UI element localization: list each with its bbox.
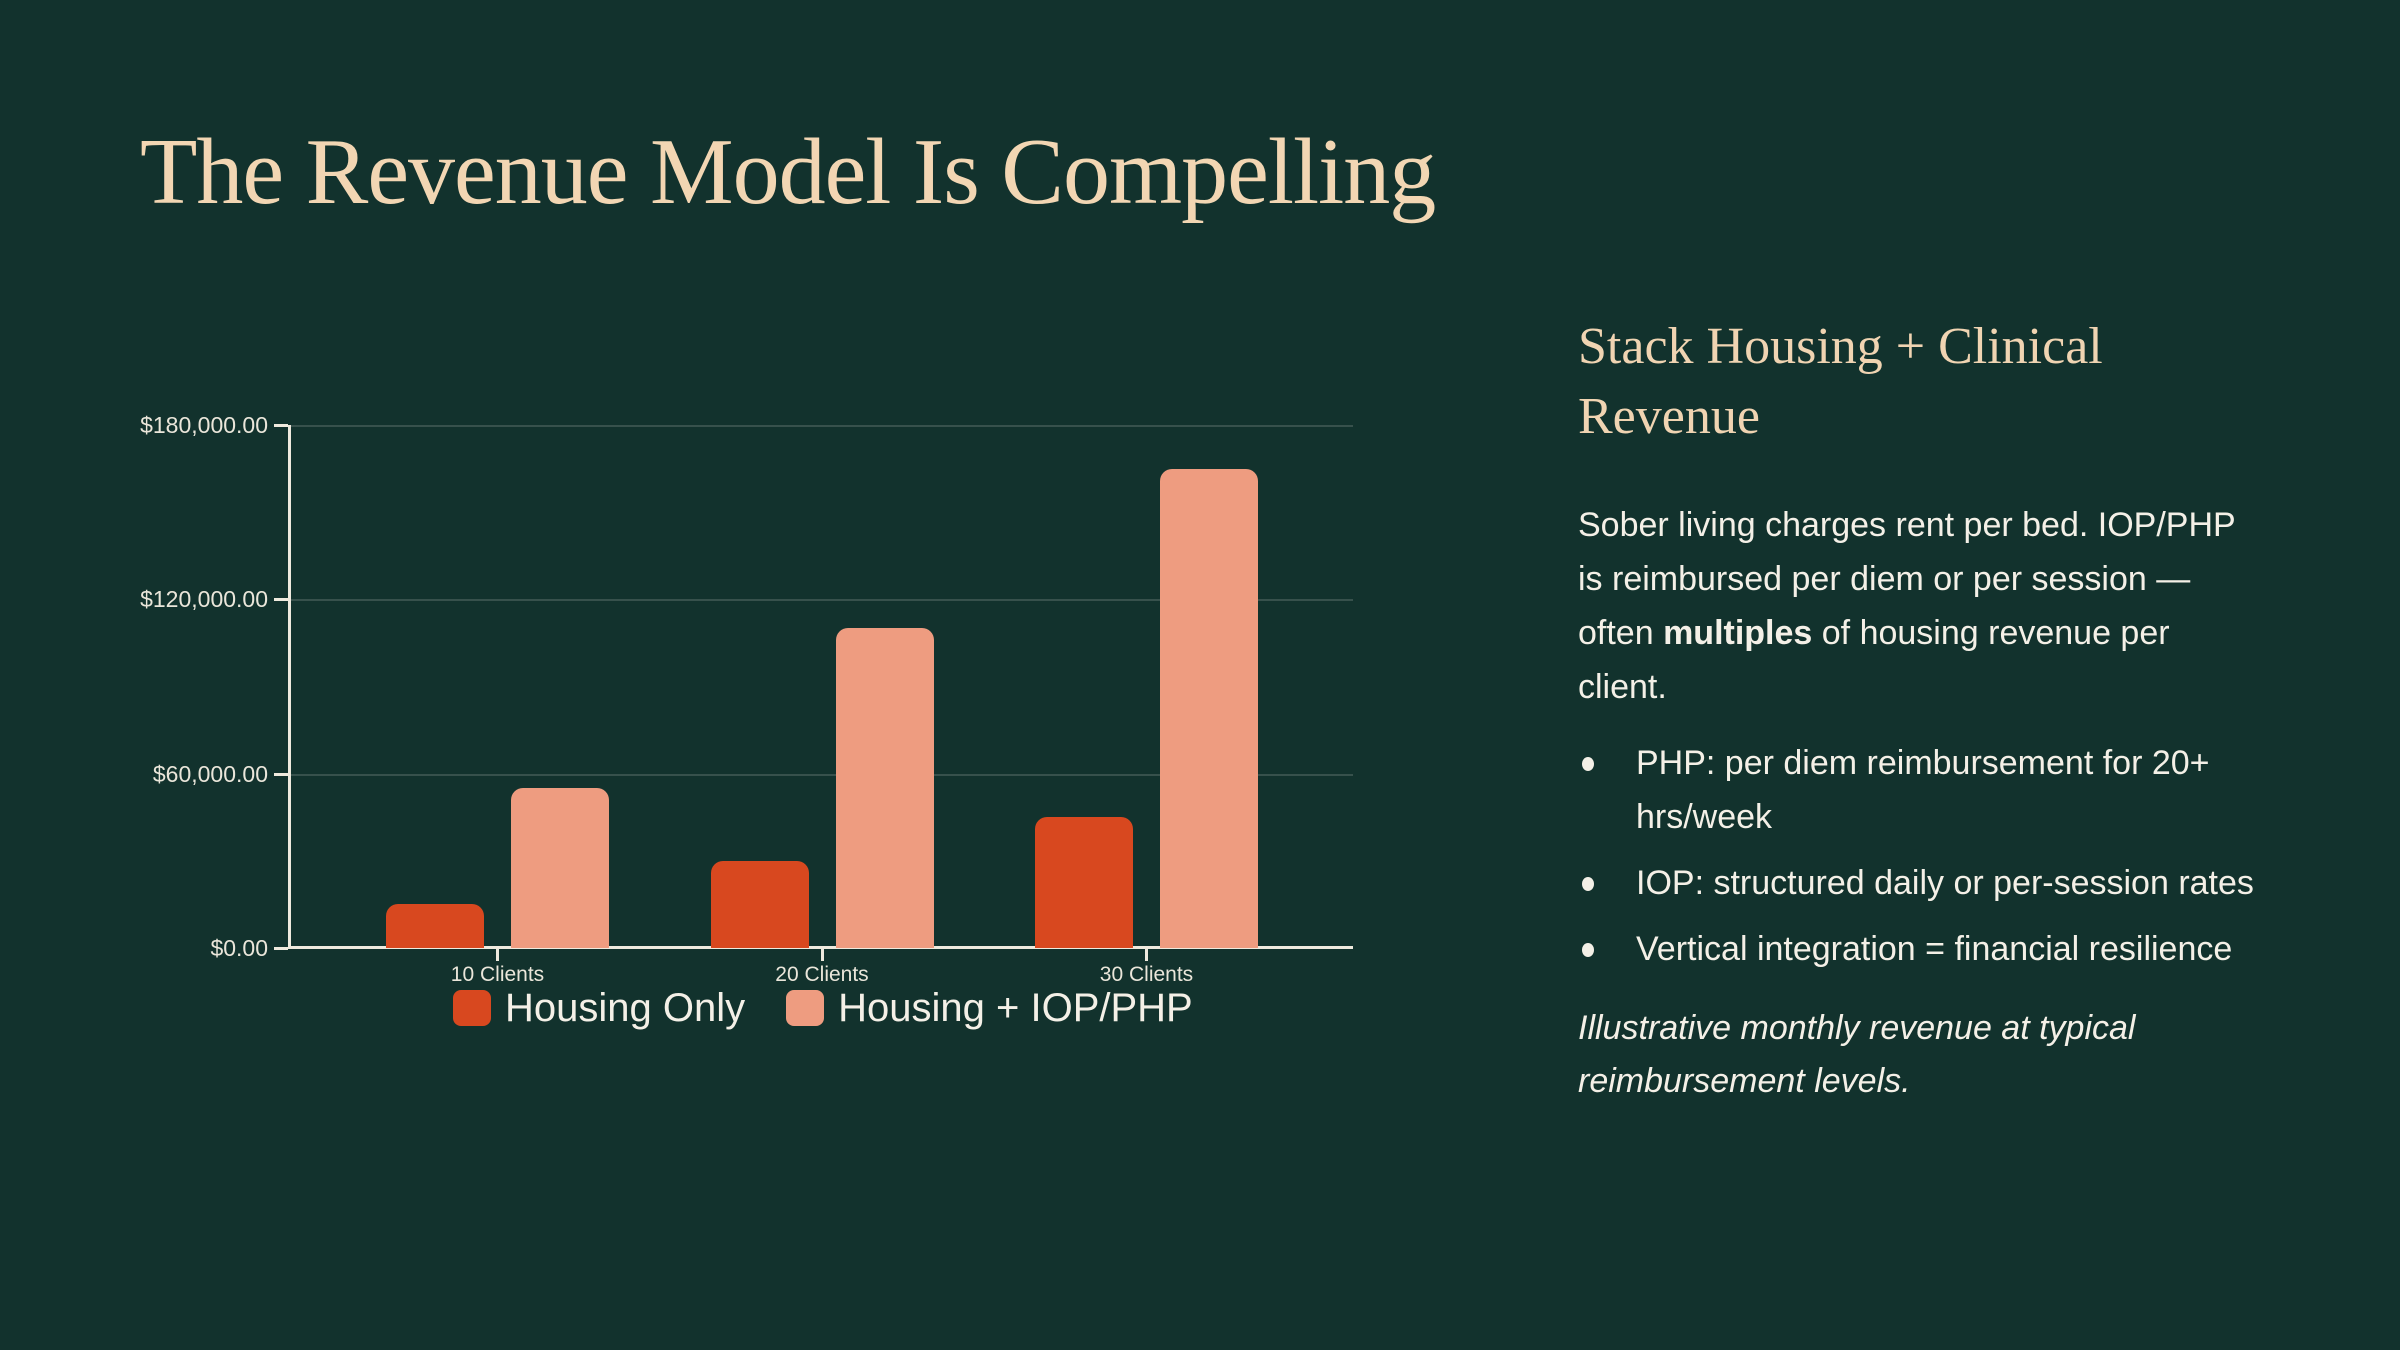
legend-item-housing-only: Housing Only: [453, 980, 745, 1036]
y-axis-line: [288, 425, 291, 948]
legend-item-housing-iop-php: Housing + IOP/PHP: [786, 980, 1193, 1036]
gridline-120-000-00: [288, 599, 1353, 602]
y-tick-label-120-000-00: $120,000.00: [140, 586, 268, 613]
legend-label-housing-iop-php: Housing + IOP/PHP: [838, 986, 1193, 1030]
y-tick-120-000-00: [274, 598, 288, 602]
panel-heading: Stack Housing + Clinical Revenue: [1578, 318, 2103, 445]
y-tick-label-60-000-00: $60,000.00: [152, 760, 268, 787]
y-tick-60-000-00: [274, 772, 288, 776]
x-tick-label-30-clients: 30 Clients: [1099, 963, 1194, 986]
slide-title: The Revenue Model Is Compelling: [140, 120, 1436, 224]
chart-legend: Housing Only Housing + IOP/PHP: [453, 980, 1193, 1036]
right-panel: Stack Housing + Clinical Revenue Sober l…: [1578, 312, 2288, 1108]
chart-plot-area: $0.00 $60,000.00 $120,000.00 $180,000.00 10 …: [140, 412, 1353, 986]
x-tick-20-clients: [820, 949, 824, 961]
bullet-item-1: PHP: per diem reimbursement for 20+ hrs/…: [1578, 736, 2288, 844]
bar-housing-only-10-clients: [386, 904, 484, 948]
bullet-item-3: Vertical integration = financial resilie…: [1578, 922, 2288, 976]
x-tick-label-10-clients: 10 Clients: [450, 963, 545, 986]
gridline-60-000-00: [288, 773, 1353, 776]
legend-label-housing-only: Housing Only: [505, 986, 746, 1030]
y-tick-label-0-00: $0.00: [210, 935, 268, 961]
x-axis-line: [288, 946, 1353, 949]
bullet-item-2: IOP: structured daily or per-session rat…: [1578, 856, 2288, 910]
bar-housing-only-30-clients: [1035, 817, 1133, 948]
bar-housing-iop-php-30-clients: [1160, 468, 1258, 948]
x-tick-30-clients: [1145, 949, 1148, 961]
y-tick-label-180-000-00: $180,000.00: [140, 412, 268, 438]
x-tick-label-20-clients: 20 Clients: [775, 963, 869, 986]
footnote: Illustrative monthly revenue at typical …: [1578, 1009, 2136, 1100]
paragraph-bold-word: multiples: [1663, 614, 1813, 652]
panel-paragraph: Sober living charges rent per bed. IOP/P…: [1578, 498, 2238, 714]
gridline-180-000-00: [288, 425, 1353, 427]
paragraph-text-post: of housing revenue per client.: [1578, 614, 2170, 706]
bar-housing-only-20-clients: [710, 860, 809, 948]
x-tick-10-clients: [496, 949, 499, 961]
bar-housing-iop-php-10-clients: [511, 788, 609, 948]
bullet-list: PHP: per diem reimbursement for 20+ hrs/…: [1578, 736, 2288, 976]
legend-swatch-housing-only: [453, 990, 491, 1026]
paragraph-text-pre: Sober living charges rent per bed. IOP/P…: [1578, 506, 2236, 652]
y-tick-0-00: [274, 947, 288, 950]
y-tick-180-000-00: [274, 424, 288, 427]
legend-swatch-housing-iop-php: [786, 990, 825, 1026]
bar-housing-iop-php-20-clients: [835, 628, 934, 948]
